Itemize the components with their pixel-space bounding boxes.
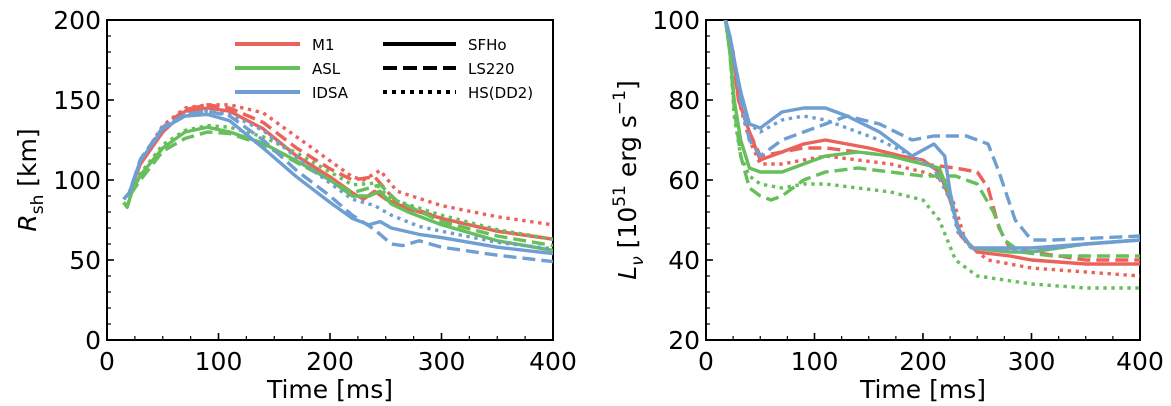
x-axis-label: Time [ms] [859,375,986,404]
y-tick-label: 0 [85,326,101,355]
legend-label-asl: ASL [312,60,341,78]
x-tick-label: 200 [306,347,354,376]
x-tick-label: 400 [529,347,577,376]
series-asl-hsdd2 [723,20,1140,290]
x-tick-label: 300 [418,347,466,376]
series-asl-ls220 [122,130,553,248]
y-tick-label: 150 [53,86,101,115]
y-tick-label: 100 [652,6,700,35]
y-axis-label-unit: [km] [13,128,42,194]
series-m1-hsdd2 [122,103,553,227]
x-tick-label: 300 [1008,347,1056,376]
y-axis-label-exponent: 51 [610,185,630,207]
axis-ticks: 0 100 200 300 400 20 40 60 80 100 [652,6,1164,376]
x-tick-label: 400 [1116,347,1164,376]
y-axis-label: Rsh [km] [13,128,48,231]
series-idsa-hsdd2 [122,109,553,251]
series-m1-sfho [122,106,553,241]
y-axis-label-subscript: sh [28,195,48,215]
x-tick-label: 0 [99,347,115,376]
series-m1-ls220 [723,20,1140,262]
legend-label-eos: SFHo [468,36,507,54]
y-axis-label-unit2: erg s [613,115,642,185]
series-m1-hsdd2 [723,20,1140,278]
y-axis-label: Lν [1051 erg s−1] [610,80,648,279]
legend-label-m1: M1 [312,36,335,54]
series-m1-ls220 [122,103,553,241]
y-tick-label: 80 [668,86,700,115]
y-axis-label-symbol: R [13,214,42,231]
legend: M1 ASL IDSA SFHo LS220 HS(DD2) [235,36,533,102]
luminosity-panel: 0 100 200 300 400 20 40 60 80 100 Time [ms] Lν [1… [610,6,1164,404]
x-tick-label: 0 [698,347,714,376]
x-axis-label: Time [ms] [266,375,393,404]
series-idsa-hsdd2 [723,20,1140,254]
y-axis-label-subscript: ν [628,256,648,266]
legend-label-eos: LS220 [468,60,515,78]
series-layer [723,20,1140,290]
x-tick-label: 100 [195,347,243,376]
x-tick-label: 100 [791,347,839,376]
x-tick-label: 200 [899,347,947,376]
series-m1-sfho [723,20,1140,266]
y-axis-label-symbol: L [613,266,642,280]
legend-label-eos: HS(DD2) [468,84,533,102]
series-asl-ls220 [723,20,1140,258]
series-layer [122,103,553,264]
y-axis-label-end: ] [613,80,642,90]
y-tick-label: 60 [668,166,700,195]
y-axis-label-exponent2: −1 [610,90,630,115]
legend-label-idsa: IDSA [312,84,349,102]
y-axis-label-unit: [10 [613,207,642,257]
series-idsa-ls220 [122,109,553,264]
series-asl-hsdd2 [122,123,553,241]
series-asl-sfho [122,125,553,253]
series-asl-sfho [723,20,1140,254]
shock-radius-panel: 0 100 200 300 400 0 50 100 150 200 Time [ms] Rsh … [13,6,577,404]
y-tick-label: 50 [69,246,101,275]
y-tick-label: 20 [668,326,700,355]
y-tick-label: 200 [53,6,101,35]
series-idsa-ls220 [723,20,1140,242]
y-tick-label: 40 [668,246,700,275]
axis-ticks: 0 100 200 300 400 0 50 100 150 200 [53,6,577,376]
y-tick-label: 100 [53,166,101,195]
plot-frame [705,19,1141,341]
